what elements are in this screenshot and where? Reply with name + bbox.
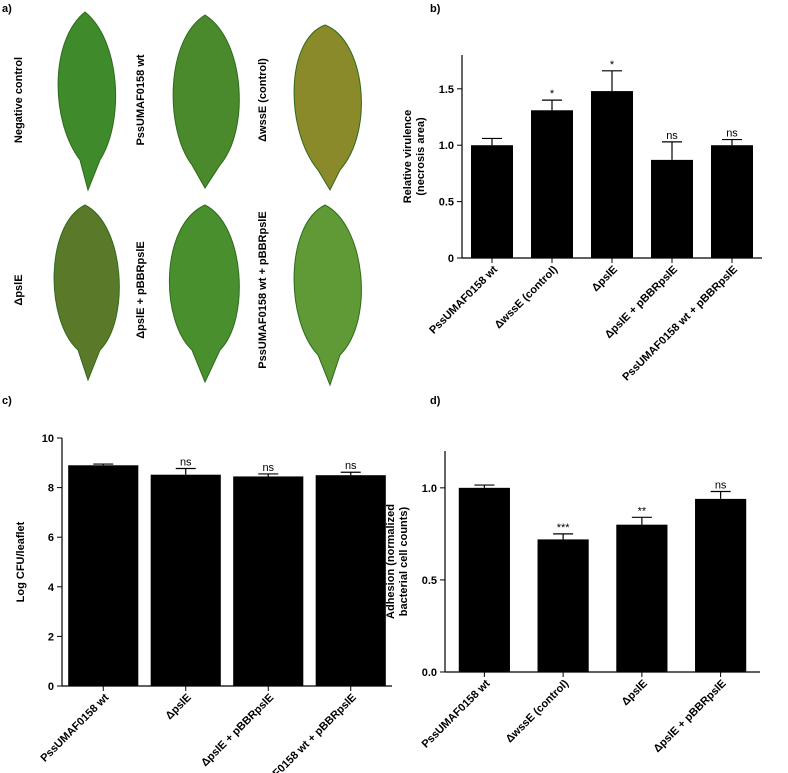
- error-bar: [553, 533, 574, 540]
- significance-label: ns: [666, 130, 678, 142]
- panel-label: b): [430, 3, 441, 15]
- y-axis-label: (necrosis area): [415, 117, 427, 196]
- bar: [537, 539, 589, 672]
- leaf: [172, 14, 240, 189]
- bar: [711, 145, 753, 258]
- significance-label: ns: [262, 462, 274, 474]
- x-tick-label: PssUMAF0158 wt: [427, 263, 500, 336]
- significance-label: ***: [557, 522, 571, 534]
- y-tick-label: 1.0: [439, 140, 454, 152]
- x-tick-label: ΔwssE (control): [492, 263, 560, 331]
- x-tick-label: ΔpslE + pBBRpslE: [651, 678, 728, 755]
- x-tick-label: ΔpslE: [163, 692, 194, 723]
- y-axis-label: Relative virulence: [402, 110, 414, 204]
- bar: [233, 476, 304, 686]
- x-tick-label: ΔpslE + pBBRpslE: [199, 692, 276, 769]
- error-bar: [631, 516, 652, 525]
- y-tick-label: 0.5: [439, 197, 454, 209]
- y-tick-label: 4: [48, 582, 55, 594]
- y-axis-label: bacterial cell counts): [398, 506, 410, 616]
- x-tick-label: ΔpslE: [590, 264, 621, 295]
- y-tick-label: 1.0: [422, 483, 437, 495]
- error-bar: [542, 99, 562, 111]
- bar: [531, 110, 573, 258]
- error-bar: [175, 467, 196, 475]
- y-tick-label: 6: [48, 532, 54, 544]
- panel-label: c): [2, 395, 12, 407]
- x-tick-label: ΔwssE (control): [504, 677, 572, 745]
- leaf-label: PssUMAF0158 wt: [135, 54, 147, 145]
- y-axis-label: Adhesion (normalized: [385, 504, 397, 619]
- leaf-label: ΔpslE + pBBRpslE: [135, 241, 147, 338]
- panel-label: a): [2, 3, 12, 15]
- x-tick-label: PssUMAF0158 wt + pBBRpslE: [620, 264, 740, 384]
- y-tick-label: 0.0: [422, 667, 437, 679]
- bar: [315, 475, 386, 686]
- bar: [651, 159, 693, 258]
- bar: [150, 474, 221, 686]
- error-bar: [482, 137, 502, 146]
- significance-label: *: [610, 59, 615, 71]
- y-tick-label: 2: [48, 631, 54, 643]
- error-bar: [474, 484, 495, 488]
- bar: [695, 498, 747, 672]
- leaf-label: ΔpslE: [13, 274, 25, 305]
- leaf-label: Negative control: [13, 57, 25, 143]
- y-tick-label: 0.5: [422, 575, 437, 587]
- significance-label: ns: [180, 457, 192, 469]
- leaf: [293, 204, 362, 387]
- bar: [471, 145, 513, 258]
- error-bar: [722, 138, 742, 146]
- leaf: [57, 11, 117, 192]
- leaf-label: ΔwssE (control): [257, 58, 269, 142]
- y-tick-label: 10: [42, 433, 54, 445]
- error-bar: [710, 490, 731, 499]
- bar: [458, 487, 510, 672]
- significance-label: ns: [726, 128, 738, 140]
- y-tick-label: 8: [48, 483, 54, 495]
- bar: [616, 524, 668, 672]
- y-axis-label: Log CFU/leaflet: [15, 521, 27, 602]
- y-tick-label: 0: [48, 681, 54, 693]
- panel-label: d): [430, 395, 441, 407]
- leaf: [53, 204, 120, 382]
- significance-label: ns: [715, 480, 727, 492]
- x-tick-label: PssUMAF0158 wt: [38, 691, 111, 764]
- x-tick-label: PssUMAF0158 wt: [420, 677, 493, 750]
- error-bar: [340, 471, 361, 476]
- error-bar: [258, 473, 279, 477]
- leaves: [53, 11, 362, 387]
- error-bar: [93, 463, 114, 466]
- leaf: [169, 204, 240, 384]
- y-tick-label: 0: [448, 253, 454, 265]
- leaf-label: PssUMAF0158 wt + pBBRpslE: [257, 211, 269, 368]
- significance-label: **: [638, 505, 647, 517]
- y-tick-label: 1.5: [439, 84, 454, 96]
- x-tick-label: ΔpslE: [619, 678, 650, 709]
- bar: [591, 91, 633, 258]
- error-bar: [662, 141, 682, 160]
- error-bar: [602, 70, 622, 92]
- significance-label: ns: [345, 460, 357, 472]
- leaf: [293, 24, 362, 192]
- bar: [68, 465, 139, 686]
- significance-label: *: [550, 88, 555, 100]
